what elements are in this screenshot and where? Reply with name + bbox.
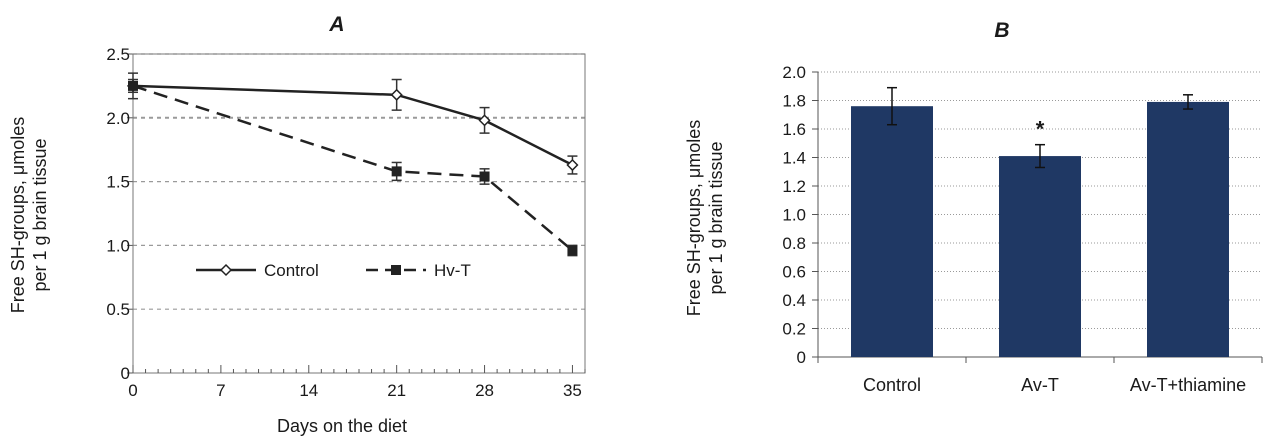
data-point-hv-t — [479, 171, 490, 182]
data-point-hv-t — [128, 80, 138, 91]
y-tick-label: 1.6 — [782, 120, 806, 139]
data-point-control — [478, 114, 491, 127]
data-point-control — [566, 158, 579, 172]
y-tick-label: 1.5 — [106, 173, 130, 192]
panel-a-letter: A — [328, 13, 344, 36]
series-line-hv-t — [132, 84, 574, 252]
x-tick-label: 35 — [563, 381, 582, 400]
y-tick-label: 1.8 — [782, 92, 806, 111]
series-line-control — [132, 84, 574, 167]
y-tick-label: 1.2 — [782, 177, 806, 196]
y-axis-title-line1: Free SH-groups, μmoles — [8, 117, 28, 313]
y-axis-title-line2: per 1 g brain tissue — [706, 141, 726, 294]
x-tick-label: 7 — [216, 381, 225, 400]
y-tick-label: 2.5 — [106, 45, 130, 64]
plot-frame — [132, 53, 586, 374]
significance-marker: * — [1036, 117, 1045, 142]
x-tick-label: 14 — [299, 381, 318, 400]
y-tick-label: 2.0 — [782, 63, 806, 82]
y-tick-label: 0 — [797, 348, 806, 367]
y-tick-label: 0 — [121, 364, 130, 383]
y-tick-label: 0.2 — [782, 320, 806, 339]
x-tick-label: 21 — [387, 381, 406, 400]
y-tick-label: 0.8 — [782, 234, 806, 253]
category-label-av-t: Av-T — [1021, 375, 1059, 395]
legend-label-control: Control — [264, 261, 319, 280]
y-tick-label: 0.4 — [782, 291, 806, 310]
data-point-hv-t — [567, 245, 578, 256]
y-tick-label: 1.4 — [782, 149, 806, 168]
legend-marker-hvt — [391, 265, 401, 275]
x-axis-title: Days on the diet — [277, 416, 407, 436]
y-tick-label: 1.0 — [106, 236, 130, 255]
y-tick-label: 0.6 — [782, 263, 806, 282]
legend-marker-control — [219, 263, 233, 277]
legend-label-hvt: Hv-T — [434, 261, 471, 280]
y-axis-title-line1: Free SH-groups, μmoles — [684, 120, 704, 316]
category-label-av-t-thiamine: Av-T+thiamine — [1130, 375, 1246, 395]
chart-panel-b: B Free SH-groups, μmoles per 1 g brain t… — [684, 19, 1263, 395]
bar-av-t — [999, 156, 1081, 357]
panel-b-letter: B — [994, 19, 1009, 42]
bar-control — [851, 106, 933, 357]
y-tick-label: 2.0 — [106, 109, 130, 128]
y-axis-title-line2: per 1 g brain tissue — [30, 138, 50, 291]
legend: Control Hv-T — [196, 261, 471, 280]
x-tick-label: 0 — [128, 381, 137, 400]
bar-av-t-thiamine — [1147, 101, 1229, 357]
x-tick-label: 28 — [475, 381, 494, 400]
data-point-control — [390, 88, 403, 101]
data-point-hv-t — [391, 166, 402, 177]
y-tick-label: 1.0 — [782, 206, 806, 225]
category-label-control: Control — [863, 375, 921, 395]
chart-panel-a: A Free SH-groups, μmoles per 1 g brain t… — [8, 13, 586, 436]
y-tick-label: 0.5 — [106, 300, 130, 319]
